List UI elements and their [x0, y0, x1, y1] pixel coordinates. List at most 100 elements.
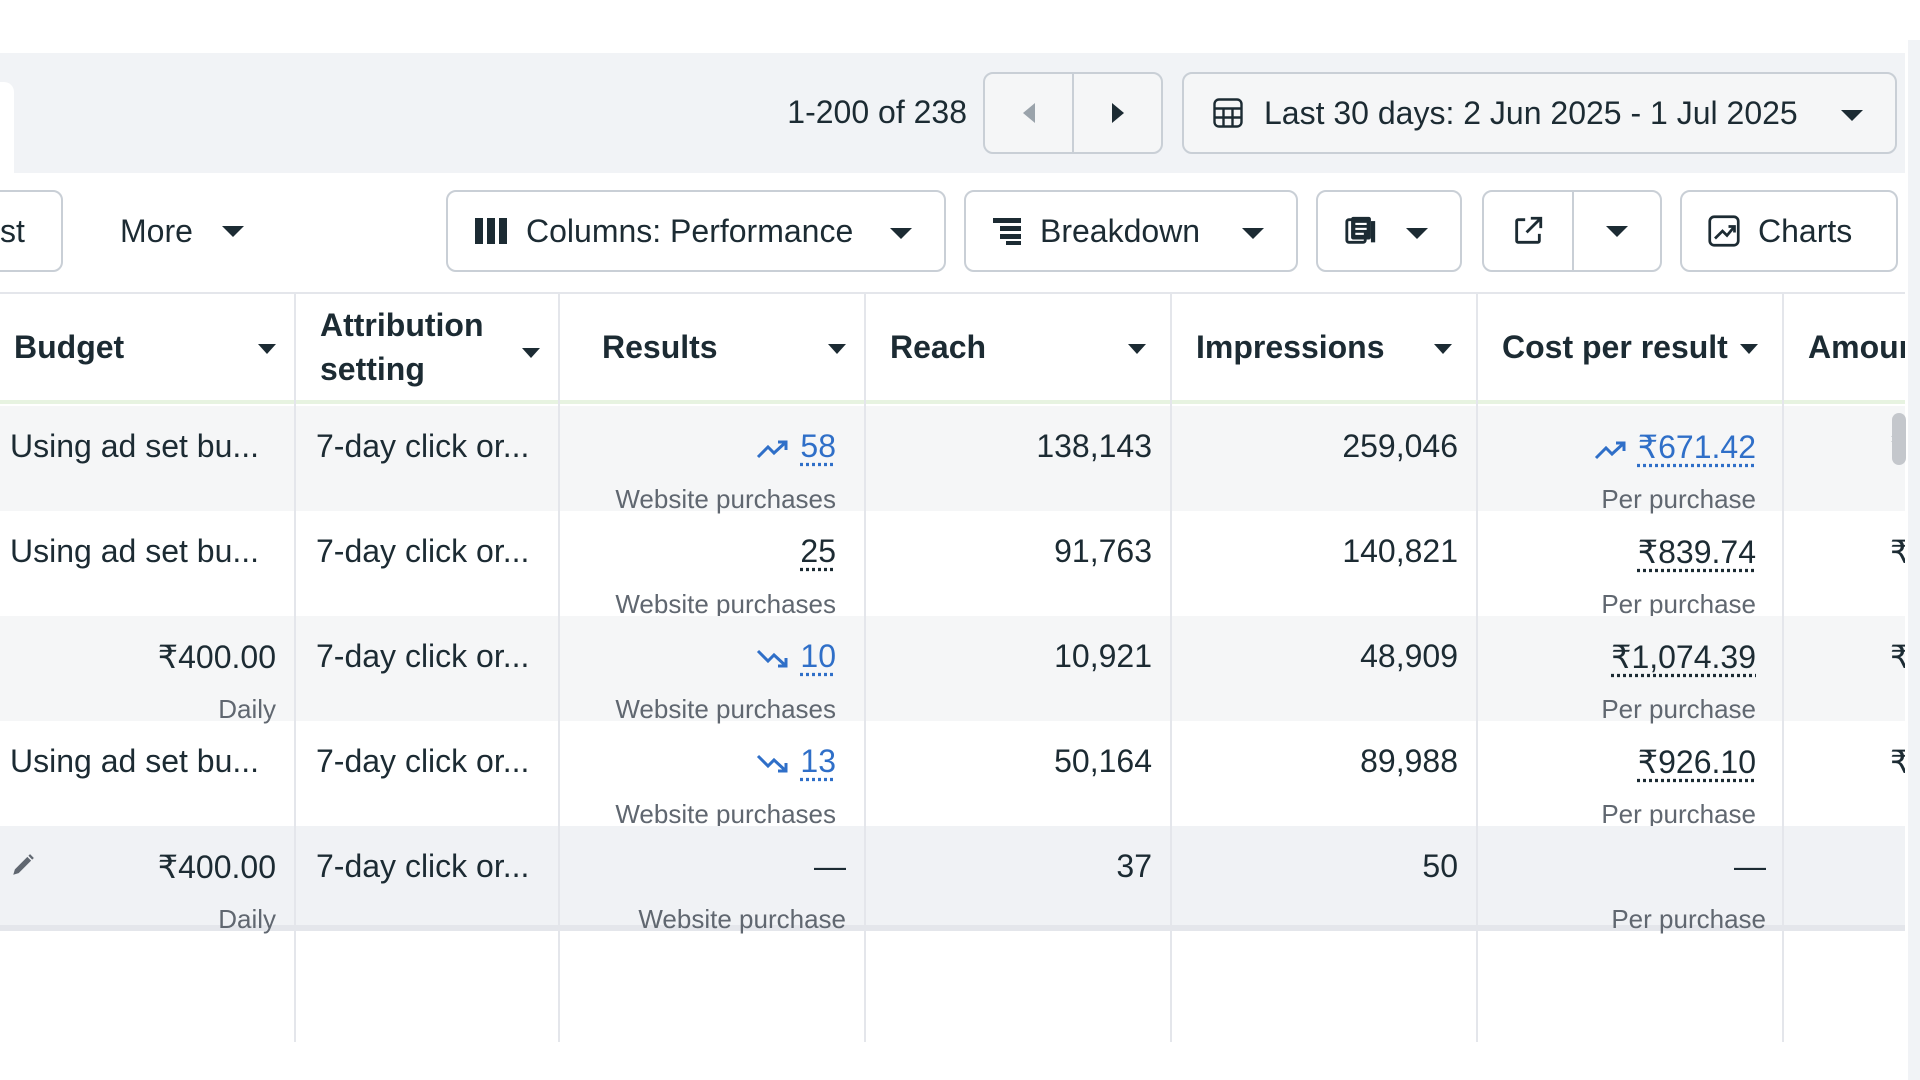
sort-caret-icon	[1128, 344, 1146, 354]
sort-caret-icon	[828, 344, 846, 354]
scrollbar-thumb[interactable]	[1892, 413, 1906, 465]
table-row[interactable]: ₹400.00 Daily 7-day click or... — Website pu…	[0, 826, 1905, 934]
breakdown-icon	[993, 218, 1021, 245]
impressions-value: 50	[1422, 848, 1458, 884]
cost-value[interactable]: ₹671.42	[1637, 429, 1756, 465]
attribution-cell: 7-day click or...	[316, 826, 556, 925]
results-value[interactable]: 10	[800, 638, 836, 674]
triangle-left-icon	[1022, 103, 1035, 123]
amount-cell	[1890, 826, 1905, 925]
reach-cell: 37	[866, 826, 1152, 925]
sort-caret-icon	[258, 344, 276, 354]
cost-value[interactable]: ₹926.10	[1637, 744, 1756, 780]
results-cell: 10 Website purchases	[560, 616, 836, 724]
chevron-down-icon	[1841, 110, 1863, 121]
cost-per-result-cell: ₹839.74 Per purchase	[1478, 511, 1756, 619]
export-button[interactable]	[1484, 192, 1572, 270]
date-range-picker[interactable]: Last 30 days: 2 Jun 2025 - 1 Jul 2025	[1182, 72, 1897, 154]
column-header-label: Reach	[890, 328, 987, 365]
reach-cell: 10,921	[866, 616, 1152, 721]
chevron-down-icon	[890, 228, 912, 239]
next-page-button[interactable]	[1072, 74, 1161, 152]
results-value[interactable]: 13	[800, 743, 836, 779]
column-divider	[1476, 292, 1478, 1042]
column-header-reach[interactable]: Reach	[890, 294, 1166, 400]
budget-value: Using ad set bu...	[10, 743, 260, 779]
pencil-icon[interactable]	[10, 852, 36, 878]
trend-up-icon	[1594, 441, 1626, 459]
budget-type: Daily	[218, 694, 276, 724]
column-header-impressions[interactable]: Impressions	[1196, 294, 1472, 400]
column-header-label: Impressions	[1196, 328, 1385, 365]
impressions-cell: 259,046	[1172, 406, 1458, 511]
results-main: 10	[756, 638, 836, 675]
results-main: 25	[800, 533, 836, 570]
budget-type: Daily	[218, 904, 276, 934]
reports-button[interactable]	[1316, 190, 1462, 272]
results-value: —	[814, 848, 846, 884]
budget-value: ₹400.00	[157, 849, 276, 885]
table-row[interactable]: Using ad set bu... 7-day click or... 13 Web…	[0, 721, 1905, 829]
column-header-results[interactable]: Results	[602, 294, 866, 400]
cost-main: —	[1734, 848, 1766, 885]
column-header-amount[interactable]: Amoun	[1808, 294, 1905, 400]
cost-value[interactable]: ₹839.74	[1637, 534, 1756, 570]
more-button[interactable]: More	[100, 190, 260, 272]
pagination-range: 1-200 of 238	[787, 94, 967, 130]
budget-value: Using ad set bu...	[10, 533, 260, 569]
results-cell: 25 Website purchases	[560, 511, 836, 619]
results-label: Website purchases	[615, 694, 836, 724]
chevron-down-icon	[1605, 225, 1628, 237]
column-header-label: Amoun	[1808, 328, 1905, 365]
budget-value: ₹400.00	[157, 639, 276, 675]
cost-label: Per purchase	[1601, 799, 1756, 829]
cost-per-result-cell: — Per purchase	[1478, 826, 1766, 934]
left-panel-edge	[0, 82, 14, 174]
reach-value: 138,143	[1036, 428, 1152, 464]
cost-label: Per purchase	[1611, 904, 1766, 934]
cost-per-result-cell: ₹926.10 Per purchase	[1478, 721, 1756, 829]
table-row[interactable]: Using ad set bu... 7-day click or... 58 Web…	[0, 406, 1905, 514]
cost-per-result-cell: ₹1,074.39 Per purchase	[1478, 616, 1756, 724]
impressions-value: 259,046	[1342, 428, 1458, 464]
triangle-right-icon	[1111, 103, 1124, 123]
scrollbar-track[interactable]	[1908, 40, 1920, 1080]
table-row[interactable]: Using ad set bu... 7-day click or... 25 Web…	[0, 511, 1905, 619]
column-header-label: Cost per result	[1502, 328, 1728, 365]
column-header-label: setting	[320, 351, 425, 387]
column-divider	[558, 292, 560, 1042]
amount-cell: ₹	[1890, 616, 1905, 721]
attribution-cell: 7-day click or...	[316, 406, 556, 511]
results-label: Website purchases	[615, 484, 836, 514]
results-value[interactable]: 58	[800, 428, 836, 464]
columns-label: Columns: Performance	[526, 212, 854, 249]
column-header-attribution[interactable]: Attribution setting	[320, 294, 560, 400]
table-row[interactable]: ₹400.00 Daily 7-day click or... 10 Website p…	[0, 616, 1905, 724]
results-value[interactable]: 25	[800, 533, 836, 569]
amount-partial: ₹	[1890, 639, 1905, 675]
sort-caret-icon	[1740, 344, 1758, 354]
columns-button[interactable]: Columns: Performance	[446, 190, 946, 272]
reach-value: 50,164	[1054, 743, 1152, 779]
table-header: Budget Attribution setting Results Reach…	[0, 292, 1905, 404]
budget-cell: Using ad set bu...	[10, 406, 276, 511]
truncated-toolbar-button[interactable]: st	[0, 190, 63, 272]
cost-label: Per purchase	[1601, 484, 1756, 514]
budget-cell: Using ad set bu...	[10, 721, 276, 826]
charts-label: Charts	[1758, 212, 1853, 249]
attribution-cell: 7-day click or...	[316, 616, 556, 721]
pagination-controls	[983, 72, 1163, 154]
previous-page-button[interactable]	[985, 74, 1072, 152]
cost-value[interactable]: ₹1,074.39	[1611, 639, 1756, 675]
column-header-budget[interactable]: Budget	[14, 294, 296, 400]
breakdown-button[interactable]: Breakdown	[964, 190, 1298, 272]
cost-value: —	[1734, 848, 1766, 884]
charts-button[interactable]: Charts	[1680, 190, 1898, 272]
sort-caret-icon	[522, 348, 540, 358]
reach-cell: 50,164	[866, 721, 1152, 826]
export-options-button[interactable]	[1571, 192, 1660, 270]
column-header-cost-per-result[interactable]: Cost per result	[1502, 294, 1778, 400]
more-label: More	[120, 212, 193, 249]
impressions-cell: 89,988	[1172, 721, 1458, 826]
attribution-cell: 7-day click or...	[316, 721, 556, 826]
